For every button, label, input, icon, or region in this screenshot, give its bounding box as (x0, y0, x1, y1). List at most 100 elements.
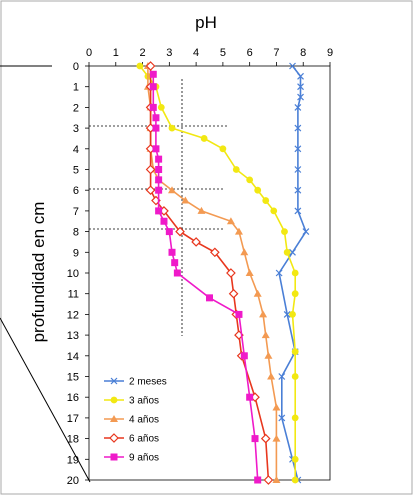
data-point-3-años (254, 186, 262, 194)
data-point-6-años (263, 475, 274, 485)
x-tick-label: 0 (86, 47, 92, 59)
data-point-9-años (155, 207, 163, 215)
data-point-3-años (136, 62, 144, 70)
legend-label: 6 años (129, 434, 159, 445)
data-point-9-años (149, 70, 157, 78)
legend-label: 3 años (129, 396, 159, 407)
data-point-3-años (291, 348, 299, 356)
y-tick-label: 19 (67, 454, 79, 466)
legend-swatch-marker (109, 433, 119, 443)
data-point-6-años (145, 185, 156, 196)
data-point-4-años (226, 217, 235, 225)
data-point-4-años (181, 196, 190, 204)
data-point-4-años (267, 372, 276, 380)
y-tick-label: 18 (67, 434, 79, 446)
data-point-4-años (264, 351, 273, 359)
data-point-2-meses (294, 124, 302, 132)
legend-swatch-marker (110, 396, 118, 404)
data-point-6-años (210, 247, 220, 258)
data-point-4-años (197, 206, 206, 214)
y-tick-label: 13 (67, 330, 79, 342)
legend-item-6-años: 6 años (104, 433, 159, 445)
data-point-4-años (168, 186, 177, 194)
data-point-2-meses (297, 83, 304, 91)
y-tick-label: 10 (67, 268, 79, 280)
legend-label: 4 años (129, 415, 159, 426)
data-point-2-meses (294, 103, 302, 111)
y-tick-label: 1 (73, 82, 79, 94)
y-tick-label: 8 (73, 227, 79, 239)
data-point-9-años (254, 476, 262, 484)
y-tick-label: 16 (67, 392, 79, 404)
data-point-9-años (240, 352, 248, 360)
data-point-3-años (289, 311, 296, 318)
data-point-4-años (272, 403, 281, 411)
y-tick-label: 6 (73, 185, 79, 197)
data-point-3-años (157, 104, 165, 111)
data-point-3-años (262, 197, 270, 204)
y-axis-label: profundidad en cm (29, 202, 48, 343)
data-point-9-años (246, 393, 254, 401)
y-tick-label: 9 (73, 247, 79, 259)
data-point-4-años (259, 310, 268, 318)
data-point-4-años (272, 476, 281, 483)
y-tick-label: 0 (73, 61, 79, 73)
y-tick-label: 14 (67, 351, 79, 363)
data-point-2-meses (278, 373, 286, 380)
data-point-2-meses (302, 228, 310, 236)
data-point-4-años (245, 269, 254, 276)
series-layer (136, 61, 310, 485)
data-point-3-años (232, 166, 240, 173)
data-point-2-meses (283, 310, 291, 318)
legend: 2 meses 3 años 4 años 6 años 9 años (104, 377, 167, 464)
data-point-6-años (175, 226, 185, 237)
data-point-2-meses (297, 72, 304, 80)
data-point-2-meses (289, 62, 296, 70)
data-point-9-años (171, 259, 179, 267)
y-tick-label: 12 (67, 309, 79, 321)
x-tick-label: 1 (113, 47, 119, 59)
data-point-2-meses (294, 186, 302, 194)
data-point-3-años (291, 373, 299, 380)
legend-item-2-meses: 2 meses (104, 377, 167, 388)
data-point-4-años (253, 289, 262, 297)
y-tick-label: 3 (73, 123, 79, 135)
x-tick-label: 3 (166, 47, 172, 59)
y-tick-label: 2 (73, 102, 79, 114)
x-tick-label: 7 (273, 47, 279, 59)
x-tick-label: 5 (220, 47, 226, 59)
data-point-6-años (260, 433, 271, 444)
series-3-años (136, 62, 299, 484)
data-point-3-años (200, 135, 208, 142)
data-point-9-años (165, 228, 173, 236)
y-tick-label: 5 (73, 165, 79, 177)
x-tick-label: 6 (247, 47, 253, 59)
y-tick-label: 4 (73, 144, 79, 156)
data-point-9-años (235, 310, 243, 318)
data-point-3-años (283, 248, 291, 256)
data-point-2-meses (275, 269, 283, 277)
data-point-2-meses (294, 145, 302, 153)
series-2-meses (275, 62, 310, 484)
data-point-9-años (160, 217, 168, 225)
data-point-3-años (246, 176, 254, 184)
data-point-4-años (261, 331, 270, 339)
data-point-2-meses (294, 207, 302, 215)
data-point-3-años (291, 290, 299, 298)
series-6-años (145, 61, 274, 485)
data-point-3-años (281, 228, 288, 236)
data-point-6-años (226, 268, 236, 278)
y-tick-label: 17 (67, 413, 79, 425)
y-tick-label: 11 (68, 289, 79, 301)
data-point-9-años (155, 166, 163, 173)
data-point-4-años (240, 248, 249, 256)
x-tick-label: 2 (139, 47, 145, 59)
data-point-2-meses (294, 166, 302, 173)
series-line-9-años (152, 74, 259, 481)
series-9-años (149, 70, 262, 484)
y-tick-label: 15 (67, 372, 79, 384)
data-point-6-años (191, 237, 201, 247)
